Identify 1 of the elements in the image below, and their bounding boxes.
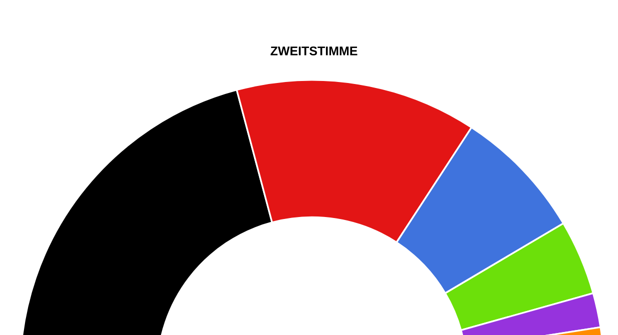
chart-title: ZWEITSTIMME: [270, 46, 358, 56]
